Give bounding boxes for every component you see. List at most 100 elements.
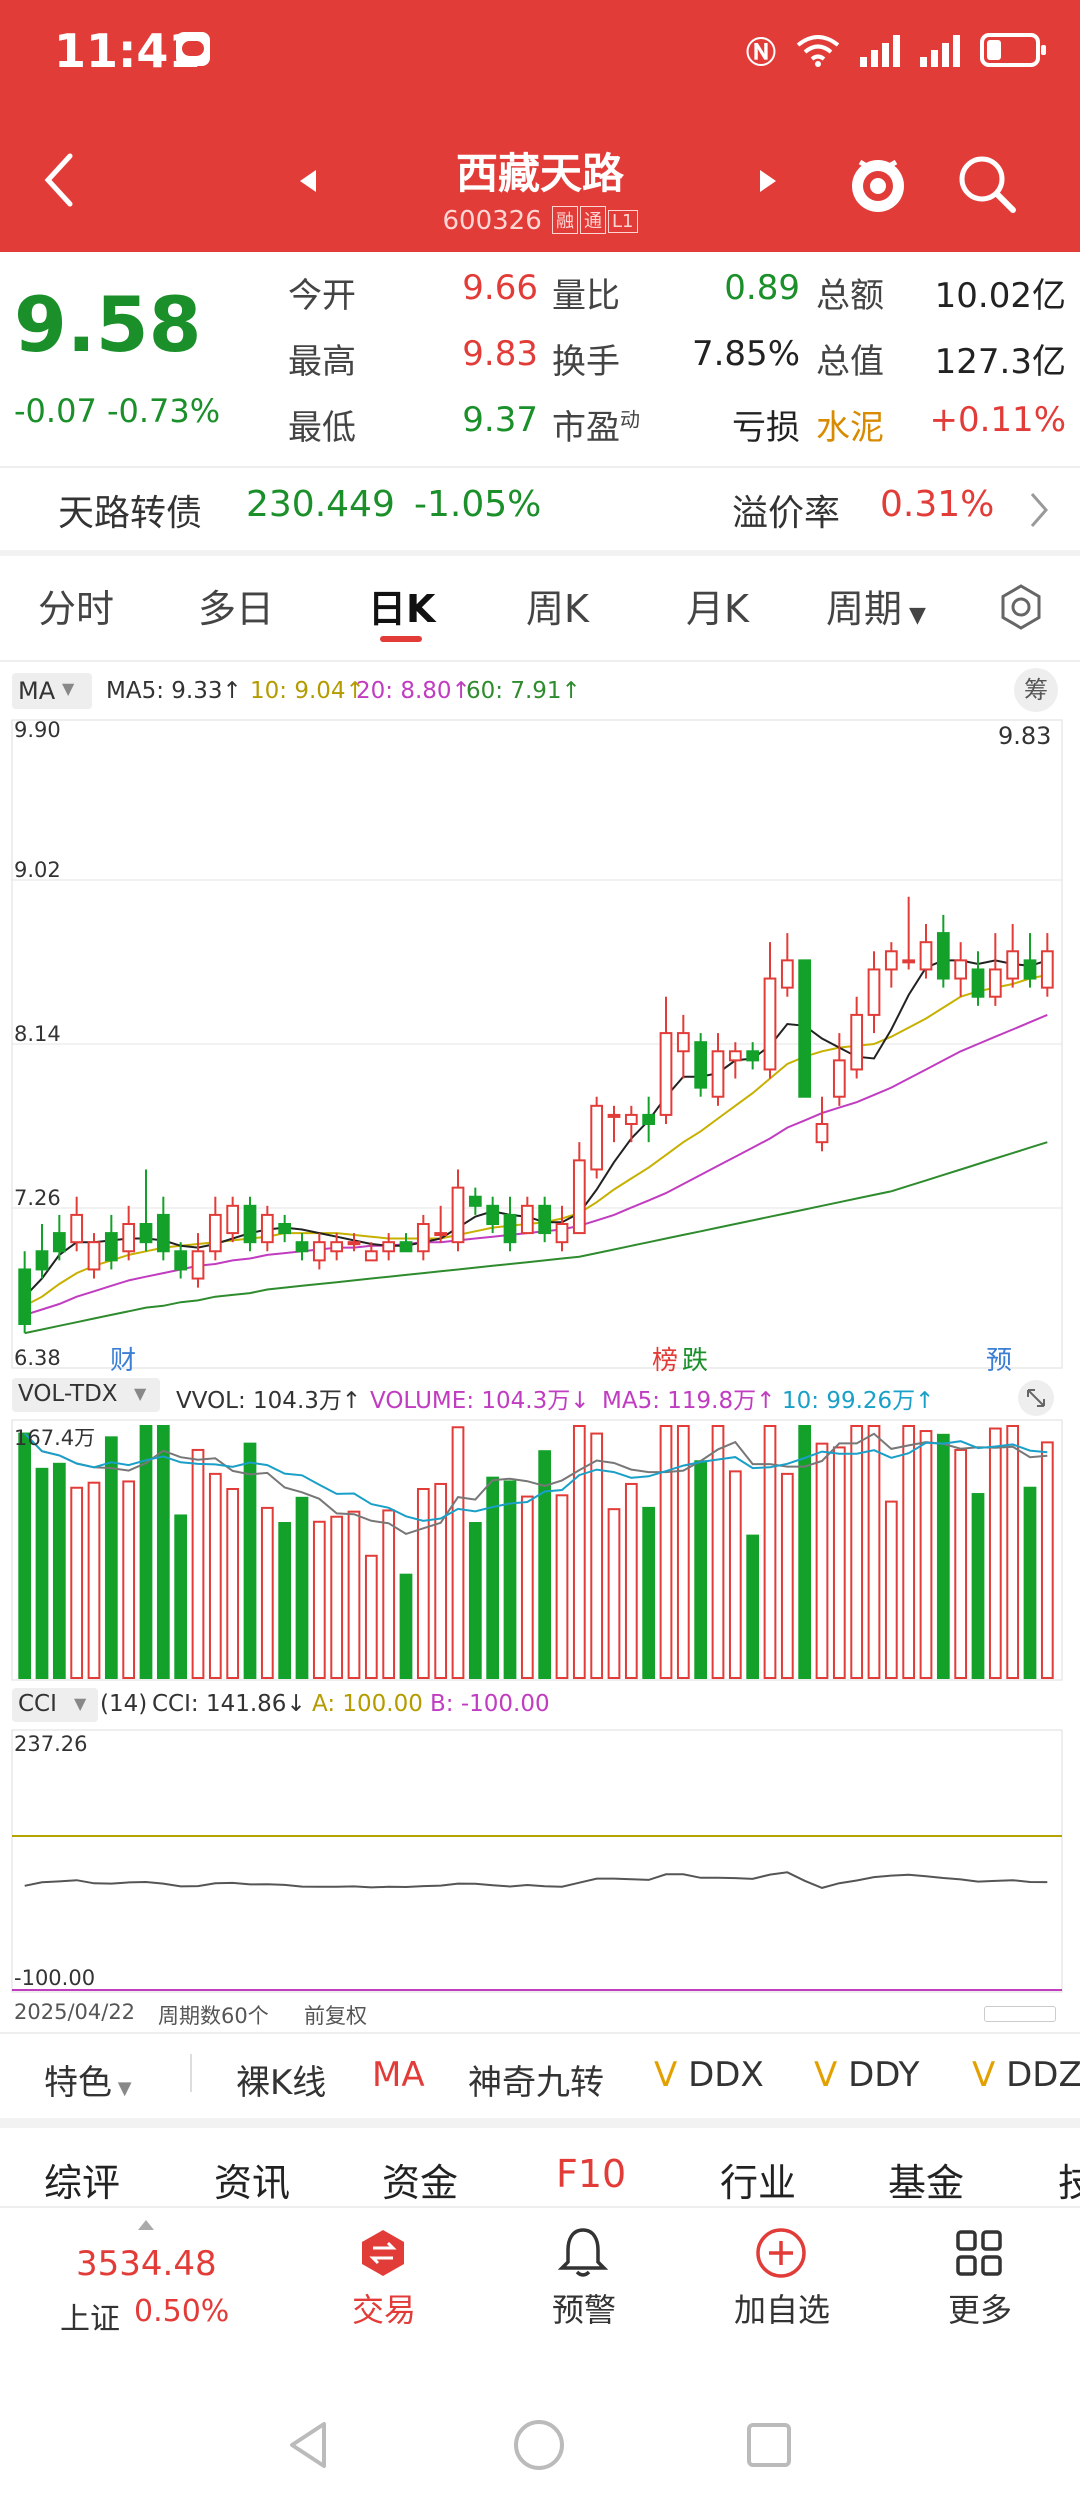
bell-icon[interactable] <box>558 2226 608 2280</box>
candle-body <box>364 1250 378 1262</box>
back-icon[interactable] <box>40 150 80 210</box>
industry-label[interactable]: 水泥 <box>816 408 884 448</box>
f10-tab-more[interactable]: 技 <box>1058 2161 1080 2205</box>
cci-value: CCI: 141.86↓ <box>152 1691 306 1717</box>
volume-bar <box>226 1488 240 1679</box>
high-label: 最高 <box>288 342 356 382</box>
volume-bar <box>278 1522 292 1679</box>
event-marker-list[interactable]: 榜 <box>652 1346 679 1376</box>
candle-body <box>642 1113 656 1125</box>
candle-body <box>971 968 985 998</box>
volume-bar <box>971 1493 985 1680</box>
ma60-value: 60: 7.91↑ <box>466 678 581 704</box>
tag-connect: 通 <box>580 206 607 234</box>
toolbar-naked-k[interactable]: 裸K线 <box>236 2063 327 2103</box>
candle-body <box>867 968 881 1016</box>
index-ticker[interactable]: 3534.48 上证 0.50% <box>36 2212 256 2342</box>
tab-monthly-k[interactable]: 月K <box>686 587 749 631</box>
y-label-top: 9.90 <box>14 718 61 742</box>
f10-tab-overview[interactable]: 综评 <box>44 2161 121 2205</box>
ma5-value: MA5: 9.33↑ <box>106 678 242 704</box>
candle-body <box>850 1013 864 1071</box>
toolbar-ma[interactable]: MA <box>372 2055 425 2095</box>
more-grid-icon[interactable] <box>954 2228 1004 2278</box>
ma-selector[interactable]: MA ▼ <box>12 673 92 709</box>
volume-bar <box>832 1446 846 1680</box>
nav-alert[interactable]: 预警 <box>551 2291 616 2329</box>
candle-body <box>139 1223 153 1244</box>
nav-more[interactable]: 更多 <box>947 2291 1012 2329</box>
candle-body <box>746 1050 760 1062</box>
chip-distribution-button[interactable]: 筹 <box>1014 668 1058 712</box>
candle-body <box>503 1213 517 1244</box>
nav-add-watchlist[interactable]: 加自选 <box>733 2291 830 2329</box>
event-marker-drop[interactable]: 跌 <box>682 1346 709 1376</box>
tab-period[interactable]: 周期 ▼ <box>826 587 926 631</box>
cci-line <box>24 1871 1048 1889</box>
prev-stock-icon[interactable] <box>298 168 318 194</box>
volume-bar <box>1006 1425 1020 1679</box>
event-marker-forecast[interactable]: 预 <box>986 1346 1013 1376</box>
f10-tab-fund[interactable]: 基金 <box>888 2161 965 2205</box>
toolbar-ddz[interactable]: V DDZ <box>972 2055 1080 2095</box>
signal2-icon <box>920 33 960 67</box>
tab-multiday[interactable]: 多日 <box>198 587 275 631</box>
next-stock-icon[interactable] <box>758 168 778 194</box>
expand-icon[interactable] <box>1016 1378 1056 1418</box>
toolbar-ddx[interactable]: V DDX <box>654 2055 764 2095</box>
f10-tab-funds[interactable]: 资金 <box>382 2161 459 2205</box>
bond-name: 天路转债 <box>58 493 203 534</box>
volume-bar <box>954 1448 968 1679</box>
volume-bar <box>902 1425 916 1679</box>
candle-body <box>902 959 916 964</box>
volume-bar <box>936 1433 950 1679</box>
bond-price: 230.449 <box>246 484 395 525</box>
volume-bar <box>711 1425 725 1679</box>
toolbar-special[interactable]: 特色 ▼ <box>44 2063 132 2103</box>
high-price-marker: 9.83 <box>998 722 1052 750</box>
tab-daily-k[interactable]: 日K <box>368 587 436 631</box>
tab-weekly-k[interactable]: 周K <box>526 587 589 631</box>
candle-body <box>35 1250 49 1271</box>
f10-tab-news[interactable]: 资讯 <box>214 2161 291 2205</box>
open-label: 今开 <box>288 276 356 316</box>
cci-indicator-selector[interactable]: CCI ▼ <box>12 1688 98 1722</box>
candle-body <box>70 1213 84 1244</box>
stock-name: 西藏天路 <box>455 149 624 198</box>
convertible-bond-row[interactable]: 天路转债 230.449 -1.05% 溢价率 0.31% <box>0 470 1080 550</box>
f10-tab-f10[interactable]: F10 <box>556 2152 627 2196</box>
ma60-line <box>24 1141 1048 1335</box>
system-recents-icon[interactable] <box>744 2420 794 2470</box>
volume-bar <box>70 1486 84 1679</box>
nav-trade[interactable]: 交易 <box>351 2291 416 2329</box>
toolbar-ddy[interactable]: V DDY <box>814 2055 920 2095</box>
trade-icon[interactable] <box>358 2228 408 2278</box>
pe-value: 亏损 <box>732 408 800 448</box>
adjustment-mode[interactable]: 前复权 <box>304 2004 367 2028</box>
volume-bar <box>503 1480 517 1679</box>
volume-bar <box>104 1436 118 1680</box>
tab-intraday[interactable]: 分时 <box>38 587 115 631</box>
search-icon[interactable] <box>955 152 1019 216</box>
add-watchlist-icon[interactable] <box>754 2226 808 2280</box>
volume-bar <box>468 1522 482 1679</box>
volume-chart[interactable] <box>0 1418 1080 1682</box>
zoom-slider[interactable] <box>984 2006 1056 2022</box>
volume-bar <box>1023 1486 1037 1679</box>
volume-bar <box>694 1460 708 1679</box>
system-back-icon[interactable] <box>284 2418 334 2472</box>
candlestick-chart[interactable] <box>0 716 1080 1372</box>
f10-tab-industry[interactable]: 行业 <box>720 2161 797 2205</box>
cci-chart[interactable] <box>0 1728 1080 1994</box>
system-home-icon[interactable] <box>512 2418 566 2472</box>
volume-bar <box>867 1425 881 1679</box>
event-marker-finance[interactable]: 财 <box>110 1346 137 1376</box>
volume-bar <box>174 1514 188 1679</box>
candle-body <box>590 1104 604 1171</box>
toolbar-magic-nine[interactable]: 神奇九转 <box>468 2063 604 2103</box>
mascot-icon[interactable] <box>846 148 910 218</box>
candle-body <box>451 1186 465 1244</box>
candle-body <box>226 1204 240 1235</box>
vol-indicator-selector[interactable]: VOL-TDX ▼ <box>12 1378 160 1412</box>
settings-icon[interactable] <box>996 582 1046 632</box>
